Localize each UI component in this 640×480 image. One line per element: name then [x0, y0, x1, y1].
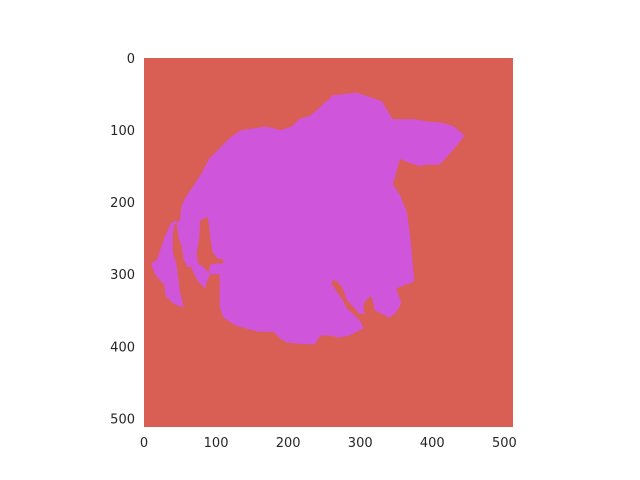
y-tick-label: 200 — [110, 196, 135, 211]
y-tick-label: 300 — [110, 268, 135, 283]
y-axis: 0 100 200 300 400 500 — [110, 52, 135, 427]
y-tick-label: 400 — [110, 340, 135, 355]
heatmap-region-0 — [151, 92, 465, 345]
x-tick-label: 200 — [276, 436, 301, 451]
x-tick-label: 0 — [140, 436, 148, 451]
plot-area — [144, 58, 513, 427]
x-tick-label: 100 — [204, 436, 229, 451]
y-tick-label: 100 — [110, 124, 135, 139]
y-tick-label: 500 — [110, 412, 135, 427]
x-tick-label: 500 — [492, 436, 517, 451]
x-axis: 0 100 200 300 400 500 — [140, 436, 517, 451]
y-tick-label: 0 — [127, 52, 135, 67]
x-tick-label: 400 — [420, 436, 445, 451]
x-tick-label: 300 — [348, 436, 373, 451]
